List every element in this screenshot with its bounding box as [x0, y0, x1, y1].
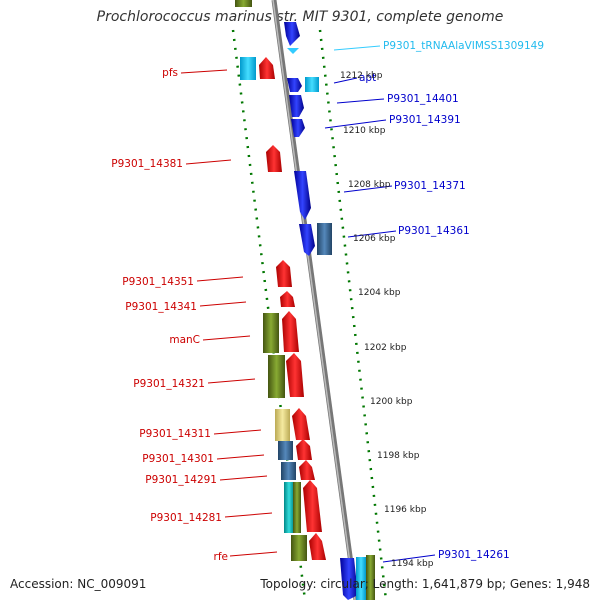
cog-block — [284, 482, 294, 533]
forward-gene — [294, 171, 311, 220]
gene-label-p9301-14291: P9301_14291 — [145, 474, 217, 486]
reverse-gene — [282, 311, 299, 352]
reverse-gene — [280, 291, 295, 307]
cog-block — [291, 535, 307, 561]
gene-label-p9301-14311: P9301_14311 — [139, 428, 211, 440]
genome-backbone — [271, 0, 359, 600]
trna-block — [305, 77, 319, 92]
genome-backbone-highlight — [272, 0, 356, 600]
label-line — [207, 378, 256, 384]
gene-label-manc: manC — [169, 334, 200, 346]
cog-block — [281, 462, 296, 480]
reverse-gene — [276, 260, 292, 287]
label-line — [382, 554, 436, 563]
gene-label-p9301-14261: P9301_14261 — [438, 549, 510, 561]
label-line — [213, 429, 262, 435]
gene-label-apt: apt — [359, 72, 376, 84]
gene-label-rfe: rfe — [214, 551, 228, 563]
gene-label-p9301-14391: P9301_14391 — [389, 114, 461, 126]
tick-label: 1196 kbp — [384, 505, 427, 515]
label-line — [180, 69, 228, 74]
cog-block — [268, 355, 285, 398]
tick-label: 1210 kbp — [343, 126, 386, 136]
cog-block — [293, 482, 301, 533]
reverse-gene — [303, 480, 322, 532]
forward-gene — [289, 95, 304, 117]
label-line — [347, 230, 397, 238]
gene-label-p9301-14281: P9301_14281 — [150, 512, 222, 524]
cog-block — [275, 409, 290, 441]
reverse-gene — [299, 460, 315, 480]
label-line — [219, 475, 268, 481]
label-line — [196, 276, 244, 282]
label-line — [202, 335, 251, 341]
tick-label: 1208 kbp — [348, 180, 391, 190]
gc-track-outer — [318, 29, 388, 600]
tick-label: 1200 kbp — [370, 397, 413, 407]
accession-text: Accession: NC_009091 — [10, 577, 147, 591]
cog-block — [278, 441, 293, 460]
map-title: Prochlorococcus marinus str. MIT 9301, c… — [96, 9, 504, 25]
label-line — [224, 512, 273, 518]
label-line — [229, 551, 278, 557]
reverse-gene — [292, 408, 310, 440]
gene-label-p9301-14351: P9301_14351 — [122, 276, 194, 288]
gene-label-p9301-14401: P9301_14401 — [387, 93, 459, 105]
tick-label: 1202 kbp — [364, 343, 407, 353]
label-line — [336, 98, 385, 104]
gene-label-p9301-14371: P9301_14371 — [394, 180, 466, 192]
tick-label: 1194 kbp — [391, 559, 434, 569]
reverse-gene — [259, 57, 275, 79]
forward-gene — [340, 558, 358, 600]
cog-block — [235, 0, 252, 7]
cog-block — [317, 223, 332, 255]
gene-label-p9301-14381: P9301_14381 — [111, 158, 183, 170]
forward-gene — [291, 119, 305, 137]
gene-label-p9301-14321: P9301_14321 — [133, 378, 205, 390]
reverse-gene — [296, 439, 312, 460]
reverse-gene — [266, 145, 282, 172]
cog-block — [366, 555, 375, 600]
gene-label-trna: P9301_tRNAAlaVIMSS1309149 — [383, 40, 544, 52]
topology-text: Topology: circular; Length: 1,641,879 bp… — [260, 577, 590, 591]
label-line — [333, 77, 358, 84]
cog-block — [263, 313, 279, 353]
trna-gene — [287, 48, 299, 54]
forward-gene — [287, 78, 302, 92]
trna-block — [240, 57, 256, 80]
gene-label-pfs: pfs — [162, 67, 178, 79]
label-line — [185, 159, 232, 165]
label-line — [324, 119, 387, 129]
gene-label-p9301-14361: P9301_14361 — [398, 225, 470, 237]
reverse-gene — [309, 533, 326, 560]
cog-block — [356, 557, 366, 600]
tick-label: 1206 kbp — [353, 234, 396, 244]
label-line — [199, 301, 247, 307]
reverse-gene — [286, 353, 304, 397]
tick-label: 1212 kbp — [340, 71, 383, 81]
label-line — [333, 45, 381, 51]
tick-label: 1204 kbp — [358, 288, 401, 298]
label-line — [343, 185, 393, 193]
forward-gene — [299, 224, 315, 256]
forward-gene — [284, 22, 300, 46]
gene-label-p9301-14301: P9301_14301 — [142, 453, 214, 465]
tick-label: 1198 kbp — [377, 451, 420, 461]
label-line — [216, 454, 265, 460]
gene-label-p9301-14341: P9301_14341 — [125, 301, 197, 313]
